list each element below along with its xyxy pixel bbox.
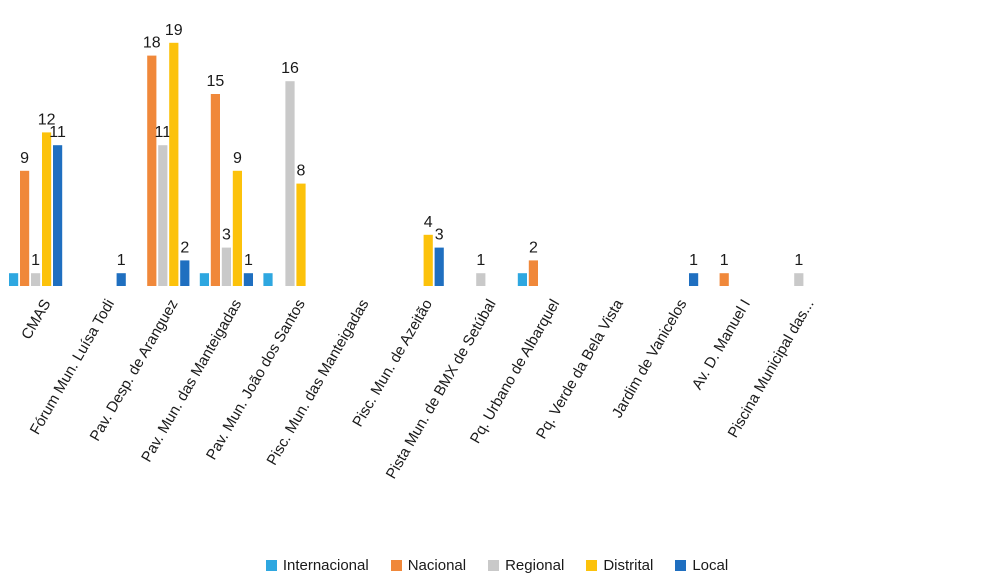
legend-label: Local — [692, 556, 729, 574]
legend-item-internacional: Internacional — [265, 554, 369, 576]
value-label: 11 — [49, 124, 66, 141]
bar-distrital-6 — [423, 234, 433, 286]
bar-distrital-3 — [232, 170, 242, 286]
bar-regional-4 — [285, 81, 295, 286]
value-label: 1 — [476, 252, 485, 269]
bar-local-0 — [53, 145, 63, 286]
bar-internacional-8 — [517, 273, 527, 286]
bar-nacional-11 — [719, 273, 729, 286]
legend-item-local: Local — [675, 554, 728, 576]
bar-internacional-0 — [9, 273, 19, 286]
bar-nacional-8 — [528, 260, 538, 286]
bar-local-10 — [689, 273, 699, 286]
value-label: 9 — [233, 150, 242, 167]
bar-local-2 — [180, 260, 190, 286]
value-label: 19 — [165, 22, 183, 39]
bar-distrital-0 — [42, 132, 52, 286]
value-label: 11 — [154, 124, 171, 141]
legend-swatch — [390, 559, 402, 571]
value-label: 1 — [794, 252, 803, 269]
value-label: 12 — [38, 111, 56, 128]
value-label: 2 — [180, 239, 189, 256]
category-label: CMAS — [18, 297, 54, 343]
legend-label: Regional — [505, 556, 565, 574]
legend-label: Nacional — [407, 556, 467, 574]
legend-swatch — [586, 559, 598, 571]
bar-regional-7 — [476, 273, 486, 286]
category-label: Av. D. Manuel I — [689, 297, 754, 393]
legend-item-regional: Regional — [488, 554, 564, 576]
legend-swatch — [675, 559, 687, 571]
value-label: 3 — [222, 227, 231, 244]
category-label: Pista Mun. de BMX de Setúbal — [383, 297, 500, 482]
bar-internacional-4 — [263, 273, 273, 286]
bar-internacional-3 — [199, 273, 209, 286]
bar-distrital-2 — [169, 42, 179, 286]
bar-regional-0 — [31, 273, 41, 286]
bar-local-1 — [116, 273, 126, 286]
bar-regional-3 — [221, 247, 231, 286]
legend: Internacional Nacional Regional Distrital Lo… — [0, 554, 994, 576]
bar-distrital-4 — [296, 183, 306, 286]
value-label: 1 — [244, 252, 253, 269]
value-label: 9 — [20, 150, 29, 167]
value-label: 4 — [424, 214, 433, 231]
legend-swatch — [488, 559, 500, 571]
value-label: 1 — [689, 252, 698, 269]
category-label: Jardim de Vanicelos — [609, 297, 691, 422]
legend-item-distrital: Distrital — [586, 554, 653, 576]
value-label: 16 — [281, 60, 299, 77]
bar-regional-2 — [158, 145, 168, 286]
bar-regional-12 — [794, 273, 804, 286]
value-label: 2 — [529, 239, 538, 256]
bar-nacional-3 — [210, 94, 220, 286]
bar-nacional-0 — [20, 170, 30, 286]
legend-label: Internacional — [282, 556, 369, 574]
value-label: 3 — [435, 227, 444, 244]
value-label: 1 — [720, 252, 729, 269]
value-label: 1 — [117, 252, 126, 269]
value-label: 18 — [143, 35, 161, 52]
bar-local-3 — [243, 273, 253, 286]
value-label: 15 — [207, 73, 225, 90]
legend-swatch — [265, 559, 277, 571]
value-label: 1 — [31, 252, 40, 269]
bar-local-6 — [434, 247, 444, 286]
legend-label: Distrital — [603, 556, 654, 574]
bar-nacional-2 — [147, 55, 157, 286]
value-label: 8 — [297, 163, 306, 180]
legend-item-nacional: Nacional — [390, 554, 467, 576]
